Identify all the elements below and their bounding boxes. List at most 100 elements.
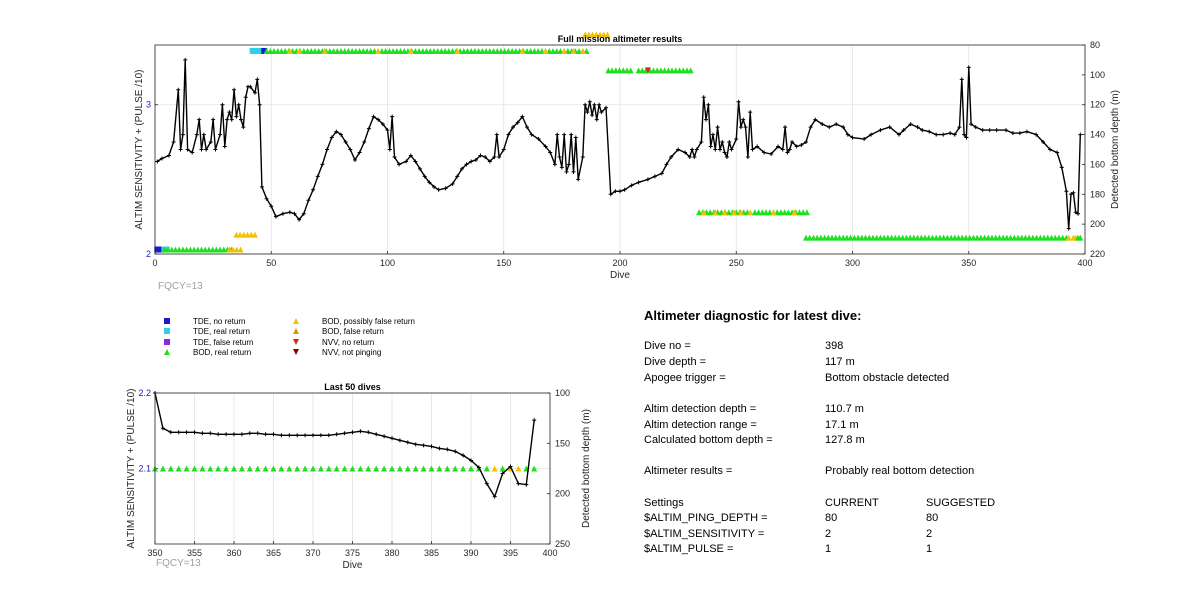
full-mission-depth-point <box>183 57 188 62</box>
last-50-status-marker <box>452 465 459 472</box>
full-mission-y-right-tick-label: 140 <box>1090 130 1105 140</box>
full-mission-y-right-tick-label: 100 <box>1090 70 1105 80</box>
last-50-y-left-tick-label: 2.2 <box>138 388 151 398</box>
full-mission-depth-point <box>392 154 397 159</box>
full-mission-depth-point <box>841 125 846 130</box>
full-mission-depth-point <box>957 125 962 130</box>
full-mission-depth-point <box>727 140 732 145</box>
full-mission-depth-point <box>722 150 727 155</box>
full-mission-depth-point <box>1034 132 1039 137</box>
full-mission-depth-point <box>592 102 597 107</box>
legend-marker <box>164 339 170 345</box>
full-mission-depth-point <box>357 150 362 155</box>
last-50-depth-point <box>271 432 276 437</box>
full-mission-depth-point <box>934 132 939 137</box>
full-mission-depth-point <box>387 147 392 152</box>
full-mission-depth-point <box>762 150 767 155</box>
full-mission-depth-point <box>506 132 511 137</box>
full-mission-depth-point <box>208 140 213 145</box>
full-mission-depth-point <box>487 159 492 164</box>
setting-pulse-suggested: 1 <box>926 543 933 555</box>
full-mission-depth-point <box>236 102 241 107</box>
last-50-depth-point <box>532 418 537 423</box>
settings-header-current: CURRENT <box>825 497 879 509</box>
full-mission-depth-point <box>941 132 946 137</box>
last-50-depth-point <box>334 432 339 437</box>
full-mission-depth-point <box>962 132 967 137</box>
full-mission-depth-point <box>229 117 234 122</box>
last-50-status-marker <box>420 465 427 472</box>
full-mission-depth-point <box>264 196 269 201</box>
full-mission-depth-point <box>218 132 223 137</box>
last-50-y-right-tick-label: 150 <box>555 438 570 448</box>
last-50-depth-point <box>445 447 450 452</box>
full-mission-depth-point <box>720 140 725 145</box>
legend-marker <box>293 328 299 334</box>
full-mission-depth-point <box>669 154 674 159</box>
last-50-status-marker <box>381 465 388 472</box>
last-50-status-marker <box>365 465 372 472</box>
full-mission-depth-point <box>564 169 569 174</box>
full-mission-depth-point <box>455 174 460 179</box>
settings-header-suggested: SUGGESTED <box>926 497 996 509</box>
full-mission-depth-point <box>194 132 199 137</box>
full-mission-depth-point <box>618 189 622 194</box>
full-mission-status-marker <box>803 209 810 216</box>
setting-sensitivity-current: 2 <box>825 528 832 540</box>
legend-label: NVV, no return <box>322 338 374 347</box>
full-mission-depth-point <box>980 128 985 133</box>
last-50-status-marker <box>207 465 214 472</box>
last-50-depth-point <box>382 434 387 439</box>
full-mission-depth-point <box>769 151 774 156</box>
legend-marker <box>293 339 299 345</box>
full-mission-depth-point <box>590 113 595 118</box>
last-50-status-marker <box>325 465 332 472</box>
full-mission-depth-point <box>690 147 695 152</box>
full-mission-status-marker <box>687 67 694 74</box>
full-mission-depth-point <box>555 132 560 137</box>
last-50-depth-point <box>216 432 221 437</box>
full-mission-depth-point <box>734 137 739 142</box>
last-50-depth-point <box>200 431 205 436</box>
full-mission-x-tick-label: 100 <box>380 258 395 268</box>
diag-label-calc-depth: Calculated bottom depth = <box>644 434 773 446</box>
last-50-status-marker <box>254 465 261 472</box>
last-50-depth-point <box>263 432 268 437</box>
last-50-status-marker <box>428 465 435 472</box>
last-50-depth-point <box>500 471 505 476</box>
full-mission-status-marker <box>1065 234 1072 241</box>
full-mission-depth-point <box>213 147 218 152</box>
legend-marker <box>164 349 170 355</box>
full-mission-depth-point <box>711 132 715 137</box>
full-mission-depth-point <box>587 99 592 104</box>
full-mission-depth-point <box>552 162 557 167</box>
full-mission-depth-point <box>248 84 253 89</box>
last-50-status-marker <box>412 465 419 472</box>
last-50-status-marker <box>223 465 230 472</box>
legend-label: BOD, possibly false return <box>322 317 415 326</box>
last-50-x-tick-label: 370 <box>305 548 320 558</box>
full-mission-depth-point <box>706 102 711 107</box>
full-mission-y-right-tick-label: 180 <box>1090 189 1105 199</box>
full-mission-depth-point <box>380 122 385 127</box>
full-mission-depth-point <box>1078 132 1083 137</box>
full-mission-depth-point <box>569 132 574 137</box>
last-50-depth-point <box>413 442 418 447</box>
full-mission-depth-point <box>850 135 855 140</box>
full-mission-depth-point <box>566 162 571 167</box>
last-50-depth-point <box>476 465 481 470</box>
last-50-depth-point <box>232 432 236 437</box>
full-mission-depth-point <box>501 147 506 152</box>
last-50-depth-point <box>176 430 181 435</box>
full-mission-status-marker <box>604 31 611 38</box>
last-50-depth-point <box>516 481 521 486</box>
full-mission-status-marker <box>770 209 777 216</box>
last-50-status-marker <box>341 465 348 472</box>
full-mission-depth-point <box>366 126 371 131</box>
full-mission-depth-point <box>887 125 892 130</box>
full-mission-status-marker <box>542 47 549 54</box>
full-mission-depth-point <box>155 159 160 164</box>
last-50-depth-point <box>303 433 308 438</box>
full-mission-depth-point <box>427 180 432 185</box>
